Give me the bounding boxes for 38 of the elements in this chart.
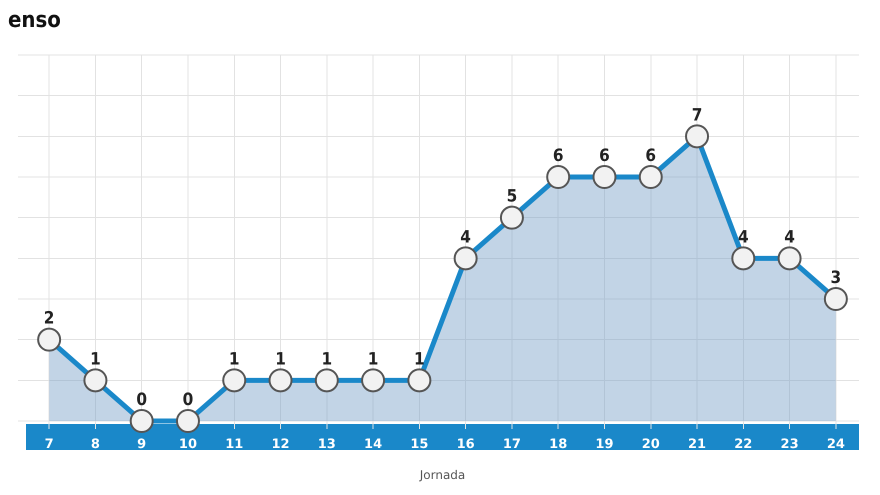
x-tick-label: 13 bbox=[318, 437, 336, 452]
data-label: 4 bbox=[738, 227, 749, 248]
data-label: 1 bbox=[275, 349, 286, 370]
data-label: 3 bbox=[830, 268, 842, 288]
x-tick-label: 17 bbox=[502, 437, 521, 452]
x-tick-label: 16 bbox=[456, 437, 475, 452]
x-tick-label: 23 bbox=[780, 437, 799, 452]
data-label: 1 bbox=[228, 349, 240, 370]
x-tick-label: 9 bbox=[137, 437, 146, 452]
x-tick-label: 21 bbox=[688, 437, 706, 452]
x-tick-label: 19 bbox=[595, 437, 614, 452]
chart-title: enso bbox=[8, 8, 62, 35]
x-axis-title: Jornada bbox=[418, 468, 466, 482]
data-label: 4 bbox=[784, 227, 795, 248]
x-tick-label: 24 bbox=[826, 437, 845, 452]
x-tick-label: 15 bbox=[410, 437, 428, 452]
x-tick-label: 20 bbox=[642, 437, 660, 452]
data-label: 6 bbox=[599, 146, 610, 166]
x-tick-label: 18 bbox=[549, 437, 568, 452]
x-tick-label: 10 bbox=[178, 437, 198, 452]
x-tick-label: 11 bbox=[225, 437, 244, 452]
data-label: 0 bbox=[136, 390, 148, 410]
data-label: 1 bbox=[90, 349, 101, 370]
data-label: 1 bbox=[321, 349, 332, 370]
data-label: 6 bbox=[552, 146, 564, 166]
data-label: 0 bbox=[182, 390, 194, 410]
x-tick-label: 14 bbox=[364, 437, 382, 452]
data-label: 5 bbox=[506, 186, 518, 207]
data-label: 6 bbox=[645, 146, 656, 166]
x-tick-label: 8 bbox=[90, 437, 100, 452]
x-tick-label: 12 bbox=[271, 437, 290, 452]
x-tick-label: 7 bbox=[44, 437, 54, 452]
data-label: 1 bbox=[414, 349, 425, 370]
data-label: 7 bbox=[692, 105, 702, 126]
x-tick-label: 22 bbox=[734, 437, 752, 452]
data-label: 1 bbox=[368, 349, 378, 370]
data-label: 4 bbox=[460, 227, 471, 248]
data-label: 2 bbox=[44, 308, 54, 329]
